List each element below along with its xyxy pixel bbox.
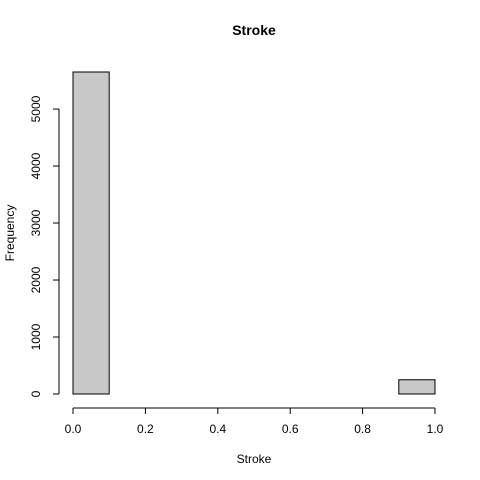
y-axis-label: Frequency <box>3 205 17 262</box>
x-tick-label-3: 0.6 <box>282 422 299 436</box>
x-tick-label-1: 0.2 <box>137 422 154 436</box>
y-tick-label-4: 4000 <box>29 152 43 179</box>
y-tick-label-0: 0 <box>29 390 43 397</box>
histogram-bar-9 <box>398 379 436 395</box>
histogram-bar-0 <box>72 71 110 395</box>
chart-title: Stroke <box>232 22 276 38</box>
y-tick-label-1: 1000 <box>29 323 43 350</box>
y-tick-label-3: 3000 <box>29 209 43 236</box>
x-axis: 0.0 0.2 0.4 0.6 0.8 1.0 <box>65 407 444 436</box>
bars-group <box>72 71 436 395</box>
x-axis-label: Stroke <box>237 452 272 466</box>
y-tick-label-2: 2000 <box>29 266 43 293</box>
y-axis: 0 1000 2000 3000 4000 5000 <box>29 95 60 397</box>
x-tick-label-0: 0.0 <box>65 422 82 436</box>
x-tick-label-2: 0.4 <box>209 422 226 436</box>
x-tick-label-4: 0.8 <box>354 422 371 436</box>
y-tick-label-5: 5000 <box>29 95 43 122</box>
x-tick-label-5: 1.0 <box>427 422 444 436</box>
